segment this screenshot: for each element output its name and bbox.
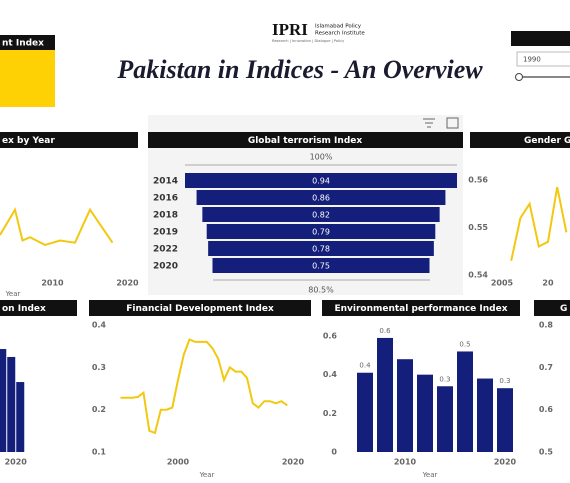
chart-header (534, 300, 570, 316)
page-title: Pakistan in Indices - An Overview (116, 55, 483, 84)
org-name: Islamabad Policy (315, 24, 362, 30)
x-tick-label: 2020 (5, 458, 28, 467)
bar (497, 388, 513, 452)
y-tick-label: 0.2 (92, 405, 106, 414)
chart-header (322, 300, 520, 316)
y-tick-label: 0.8 (539, 321, 554, 330)
card-header (0, 35, 55, 50)
y-tick-label: 0.2 (323, 409, 337, 418)
y-tick-label: 0.56 (468, 176, 488, 185)
x-axis-title: Year (199, 471, 215, 479)
bar (7, 356, 16, 452)
chart-header (470, 132, 570, 148)
y-tick-label: 0 (331, 448, 337, 457)
x-tick-label: 2020 (116, 279, 139, 288)
y-tick-label: 0.4 (323, 370, 338, 379)
y-tick-label: 0.7 (539, 363, 553, 372)
value-label: 0.4 (359, 362, 371, 370)
tagline: Research | Innovation | Dialogue | Polic… (272, 39, 345, 43)
bar (357, 372, 373, 452)
funnel-bar (206, 224, 436, 239)
chart-title: Global terrorism Index (248, 136, 363, 146)
x-tick-label: 20 (542, 279, 554, 288)
category-label: 2018 (153, 211, 178, 221)
chart-header (0, 300, 77, 316)
logo: IPRI (272, 20, 308, 39)
funnel-bar (212, 258, 430, 273)
value-label: 0.78 (312, 245, 330, 254)
org-name: Research Institute (315, 31, 365, 37)
funnel-bar (202, 207, 440, 222)
chart-header (89, 300, 311, 316)
filter-icon[interactable] (423, 118, 435, 128)
y-tick-label: 0.54 (468, 271, 488, 280)
x-tick-label: 2020 (494, 458, 517, 467)
x-axis-title: Year (5, 290, 21, 298)
funnel-bar (208, 241, 434, 256)
bar (437, 386, 453, 452)
value-label: 0.79 (312, 228, 330, 237)
y-tick-label: 0.6 (539, 405, 554, 414)
chart-title: on Index (2, 304, 46, 314)
x-tick-label: 2000 (167, 458, 190, 467)
funnel-bar (185, 173, 457, 188)
line-series (510, 186, 568, 262)
x-axis-title: Year (422, 471, 438, 479)
chart-title: G (560, 304, 567, 314)
y-tick-label: 0.5 (539, 448, 554, 457)
category-label: 2020 (153, 262, 178, 272)
value-label: 0.5 (459, 340, 470, 348)
chart-title: Financial Development Index (126, 304, 274, 314)
chart-title: ex by Year (2, 136, 55, 146)
x-tick-label: 2010 (394, 458, 417, 467)
slicer-input[interactable] (516, 51, 570, 67)
line-series (0, 207, 114, 246)
value-label: 0.82 (312, 211, 330, 220)
value-label: 0.94 (312, 177, 330, 186)
chart-title: Environmental performance Index (334, 304, 507, 314)
line-series (120, 338, 288, 435)
value-label: 0.86 (312, 194, 330, 203)
y-tick-label: 0.3 (92, 363, 106, 372)
funnel-bar (196, 190, 446, 205)
card-body (0, 50, 55, 107)
bar (477, 378, 493, 452)
category-label: 2014 (153, 177, 178, 187)
category-label: 2016 (153, 194, 178, 204)
value-label: 0.6 (379, 327, 391, 335)
slicer-handle[interactable] (515, 73, 523, 81)
y-tick-label: 0.4 (92, 321, 107, 330)
bar (417, 374, 433, 452)
chart-header (0, 132, 138, 148)
x-tick-label: 2010 (41, 279, 64, 288)
value-label: 0.75 (312, 262, 330, 271)
chart-header (148, 132, 463, 148)
x-tick-label: 2020 (282, 458, 305, 467)
funnel-bottom-label: 80.5% (308, 286, 334, 295)
value-label: 0.3 (499, 377, 510, 385)
focus-icon[interactable] (446, 117, 459, 129)
chart-title: Gender G (524, 136, 570, 146)
bar (457, 351, 473, 452)
y-tick-label: 0.6 (323, 332, 338, 341)
category-label: 2022 (153, 245, 178, 255)
funnel-top-label: 100% (310, 153, 333, 162)
bar (16, 382, 25, 452)
y-tick-label: 0.55 (468, 223, 488, 232)
y-tick-label: 0.1 (92, 448, 107, 457)
bar (0, 349, 7, 452)
slicer-header (511, 31, 570, 46)
value-label: 0.3 (439, 375, 450, 383)
slicer-value: 1990 (523, 56, 541, 64)
card-title: nt Index (2, 39, 44, 49)
bar (377, 337, 393, 452)
category-label: 2019 (153, 228, 178, 238)
x-tick-label: 2005 (491, 279, 514, 288)
bar (397, 359, 413, 452)
